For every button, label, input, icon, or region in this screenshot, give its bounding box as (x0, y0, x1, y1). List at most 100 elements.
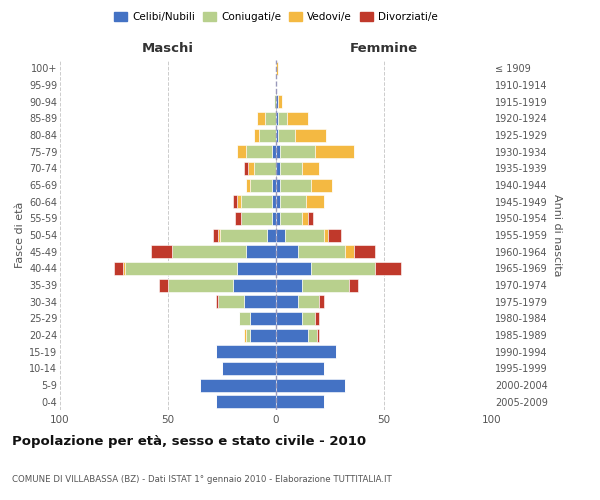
Bar (319, 295, 323, 308)
Bar (272, 145, 276, 158)
Y-axis label: Anni di nascita: Anni di nascita (551, 194, 562, 276)
Bar (241, 195, 272, 208)
Bar (308, 212, 313, 225)
Bar (237, 145, 246, 158)
Y-axis label: Fasce di età: Fasce di età (14, 202, 25, 268)
Bar (233, 278, 276, 291)
Bar (276, 62, 278, 75)
Bar (237, 262, 276, 275)
Bar (376, 262, 401, 275)
Bar (220, 228, 268, 241)
Bar (276, 345, 337, 358)
Bar (302, 312, 315, 325)
Bar (276, 262, 311, 275)
Bar (276, 328, 308, 342)
Bar (276, 162, 280, 175)
Bar (308, 328, 317, 342)
Bar (259, 128, 276, 141)
Bar (246, 245, 276, 258)
Bar (248, 162, 254, 175)
Bar (274, 95, 276, 108)
Bar (250, 328, 276, 342)
Bar (306, 195, 323, 208)
Bar (302, 212, 308, 225)
Bar (246, 145, 272, 158)
Bar (280, 162, 302, 175)
Text: Maschi: Maschi (142, 42, 194, 55)
Bar (246, 178, 250, 192)
Bar (345, 245, 354, 258)
Bar (265, 112, 276, 125)
Bar (114, 262, 122, 275)
Bar (302, 162, 319, 175)
Bar (328, 228, 341, 241)
Bar (315, 145, 354, 158)
Bar (246, 328, 250, 342)
Bar (125, 262, 237, 275)
Bar (272, 178, 276, 192)
Bar (200, 378, 276, 392)
Bar (280, 178, 311, 192)
Bar (241, 212, 272, 225)
Bar (276, 312, 302, 325)
Bar (276, 178, 280, 192)
Bar (172, 245, 246, 258)
Bar (278, 128, 295, 141)
Bar (235, 212, 241, 225)
Bar (250, 178, 272, 192)
Bar (239, 312, 250, 325)
Bar (276, 128, 278, 141)
Bar (276, 245, 298, 258)
Bar (284, 228, 323, 241)
Bar (215, 395, 276, 408)
Bar (272, 212, 276, 225)
Bar (276, 395, 323, 408)
Bar (215, 295, 218, 308)
Bar (298, 245, 345, 258)
Bar (280, 195, 306, 208)
Bar (315, 312, 319, 325)
Bar (278, 95, 283, 108)
Bar (349, 278, 358, 291)
Text: Femmine: Femmine (350, 42, 418, 55)
Bar (122, 262, 125, 275)
Bar (222, 362, 276, 375)
Bar (276, 295, 298, 308)
Bar (298, 295, 319, 308)
Legend: Celibi/Nubili, Coniugati/e, Vedovi/e, Divorziati/e: Celibi/Nubili, Coniugati/e, Vedovi/e, Di… (110, 8, 442, 26)
Bar (244, 328, 246, 342)
Bar (254, 128, 259, 141)
Bar (276, 95, 278, 108)
Bar (151, 245, 172, 258)
Bar (276, 278, 302, 291)
Bar (276, 228, 284, 241)
Bar (237, 195, 241, 208)
Bar (354, 245, 376, 258)
Bar (295, 128, 326, 141)
Bar (280, 145, 315, 158)
Bar (218, 295, 244, 308)
Bar (287, 112, 308, 125)
Bar (215, 345, 276, 358)
Bar (168, 278, 233, 291)
Bar (268, 228, 276, 241)
Bar (278, 112, 287, 125)
Bar (302, 278, 349, 291)
Bar (276, 195, 280, 208)
Text: COMUNE DI VILLABASSA (BZ) - Dati ISTAT 1° gennaio 2010 - Elaborazione TUTTITALIA: COMUNE DI VILLABASSA (BZ) - Dati ISTAT 1… (12, 475, 392, 484)
Bar (254, 162, 276, 175)
Bar (244, 295, 276, 308)
Bar (218, 228, 220, 241)
Bar (160, 278, 168, 291)
Text: Popolazione per età, sesso e stato civile - 2010: Popolazione per età, sesso e stato civil… (12, 435, 366, 448)
Bar (214, 228, 218, 241)
Bar (323, 228, 328, 241)
Bar (250, 312, 276, 325)
Bar (311, 178, 332, 192)
Bar (280, 212, 302, 225)
Bar (317, 328, 319, 342)
Bar (276, 112, 278, 125)
Bar (311, 262, 376, 275)
Bar (233, 195, 237, 208)
Bar (244, 162, 248, 175)
